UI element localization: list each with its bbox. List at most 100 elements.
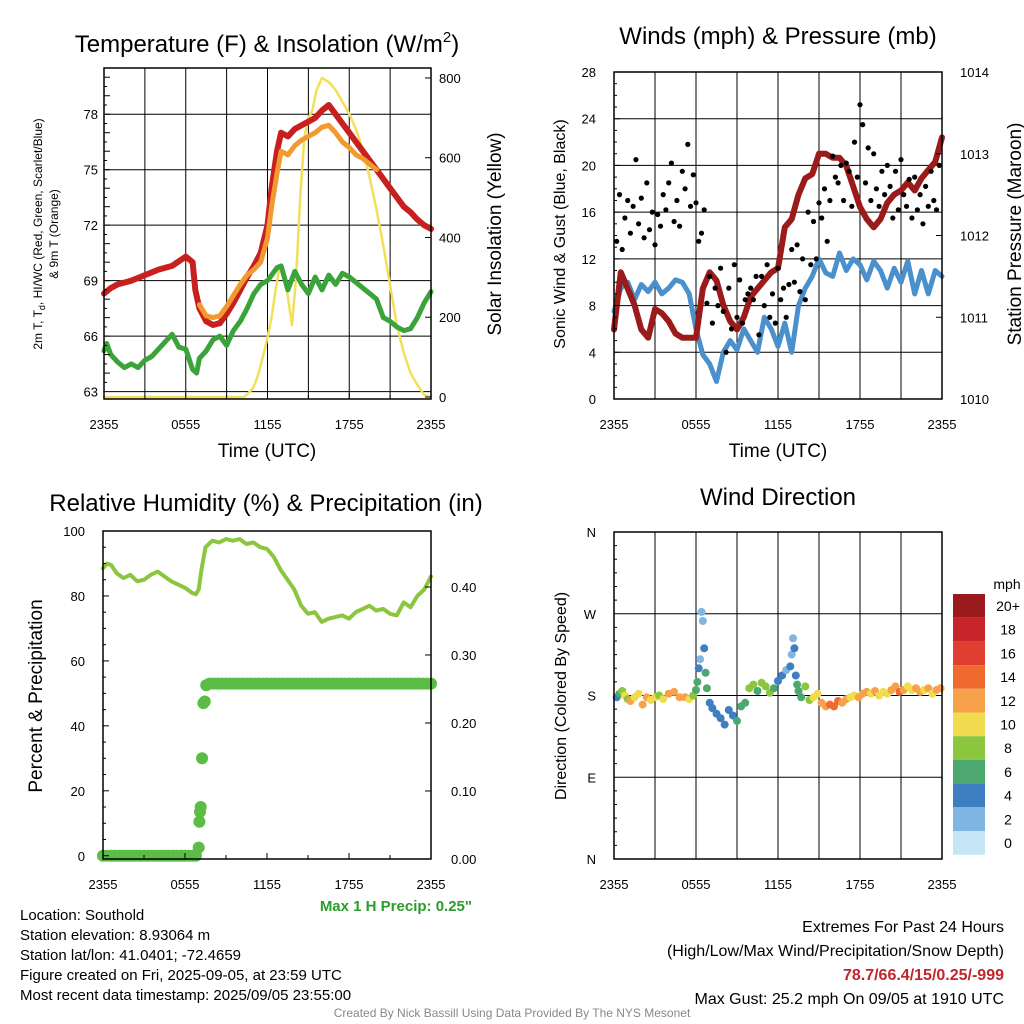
- y2-tick-label: 0: [439, 390, 446, 405]
- extremes-max-gust: Max Gust: 25.2 mph On 09/05 at 1910 UTC: [694, 991, 1005, 1008]
- y-tick-label: 66: [84, 329, 98, 344]
- y2-tick-label: 1012: [960, 229, 989, 244]
- extremes-title: Extremes For Past 24 Hours: [802, 919, 1004, 936]
- gust-point: [728, 326, 735, 332]
- station-info: Location: Southold Station elevation: 8.…: [20, 906, 351, 1006]
- info-latlon: Station lat/lon: 41.0401; -72.4659: [20, 947, 242, 964]
- direction-point: [716, 714, 725, 723]
- gust-point: [649, 209, 655, 215]
- legend-swatch: [953, 641, 985, 666]
- gust-point: [791, 279, 798, 285]
- x-tick-label: 1155: [254, 417, 282, 432]
- direction-point: [702, 684, 711, 693]
- direction-point: [891, 682, 900, 691]
- gust-point: [851, 139, 858, 145]
- temperature-title: Temperature (F) & Insolation (W/m2): [75, 29, 459, 58]
- y-tick-label: 12: [582, 252, 596, 267]
- direction-point: [634, 689, 643, 698]
- gust-point: [783, 314, 789, 320]
- gust-point: [857, 102, 863, 108]
- x-tick-label: 1755: [846, 417, 875, 432]
- precip-point: [192, 841, 205, 854]
- gust-point: [849, 203, 855, 209]
- direction-point: [793, 680, 802, 689]
- info-created: Figure created on Fri, 2025-09-05, at 23…: [20, 967, 342, 984]
- x-tick-label: 1155: [764, 417, 792, 432]
- gust-point: [723, 349, 729, 355]
- gust-point: [614, 238, 620, 244]
- gust-point: [789, 246, 795, 253]
- legend-swatch: [953, 831, 985, 855]
- gust-point: [657, 223, 664, 229]
- y-tick-label: 100: [63, 524, 85, 539]
- y2-tick-label: 400: [439, 230, 461, 245]
- legend-label: 2: [1004, 811, 1012, 827]
- gust-point: [925, 203, 931, 209]
- dew-line: [101, 263, 434, 376]
- y-tick-label: 24: [582, 112, 596, 127]
- legend-label: 6: [1004, 764, 1012, 780]
- gust-point: [646, 227, 653, 233]
- gust-point: [805, 209, 811, 215]
- x-tick-label: 0555: [682, 417, 711, 432]
- temperature-y-label-line1: 2m T, Td, HI/WC (Red, Green, Scarlet/Blu…: [31, 118, 47, 349]
- winds-y-label: Sonic Wind & Gust (Blue, Black): [552, 119, 569, 348]
- gust-point: [709, 320, 716, 326]
- legend-swatch: [953, 736, 985, 760]
- y2-tick-label: 800: [439, 71, 461, 86]
- legend-label: 18: [1000, 622, 1016, 638]
- x-tick-label: 0555: [171, 417, 200, 432]
- gust-point: [860, 122, 866, 128]
- temperature-series: [101, 76, 434, 399]
- winds-panel: Winds (mph) & Pressure (mb) 2355 0555 1155…: [552, 23, 1024, 462]
- gust-point: [720, 308, 726, 314]
- gust-point: [920, 221, 926, 227]
- sun-line: [102, 76, 433, 399]
- direction-point: [789, 634, 797, 643]
- legend-label: 20+: [996, 598, 1020, 614]
- y-tick-label: 0: [78, 849, 85, 864]
- x-tick-label: 2355: [417, 877, 446, 892]
- precip-point: [196, 752, 209, 765]
- precip-point: [193, 815, 206, 828]
- temperature-x-label: Time (UTC): [218, 441, 317, 462]
- y2-tick-label: 1013: [960, 147, 989, 162]
- legend-swatch: [953, 759, 985, 784]
- gust-point: [819, 215, 825, 221]
- y-tick-label: 75: [84, 163, 98, 178]
- gust-point: [616, 192, 623, 198]
- gust-point: [906, 176, 912, 182]
- gust-point: [903, 203, 910, 209]
- gust-point: [627, 230, 634, 236]
- gust-point: [841, 197, 847, 204]
- gust-point: [638, 195, 644, 201]
- gust-point: [890, 215, 896, 221]
- y-tick-label: 69: [84, 274, 98, 289]
- gust-point: [742, 297, 748, 303]
- gust-point: [797, 289, 803, 295]
- legend-swatch: [953, 665, 985, 689]
- direction-point: [670, 687, 679, 696]
- legend-swatch: [953, 617, 985, 642]
- info-elevation: Station elevation: 8.93064 m: [20, 927, 211, 944]
- direction-point: [787, 650, 796, 659]
- winds-x-label: Time (UTC): [729, 441, 828, 462]
- x-tick-label: 0555: [682, 877, 711, 892]
- gust-point: [775, 265, 781, 271]
- gust-point: [876, 203, 882, 209]
- gust-point: [827, 197, 833, 204]
- precip-point: [194, 801, 207, 813]
- gust-point: [816, 200, 822, 206]
- direction-point: [724, 706, 733, 714]
- gust-point: [731, 262, 737, 268]
- x-tick-label: 2355: [600, 417, 629, 432]
- temperature-gridlines: [104, 68, 431, 399]
- gust-point: [862, 180, 869, 186]
- direction-point: [924, 684, 933, 693]
- x-tick-label: 2355: [928, 877, 957, 892]
- x-tick-label: 2355: [600, 877, 629, 892]
- direction-point: [797, 693, 806, 702]
- direction-point: [638, 700, 647, 709]
- gust-point: [761, 303, 767, 309]
